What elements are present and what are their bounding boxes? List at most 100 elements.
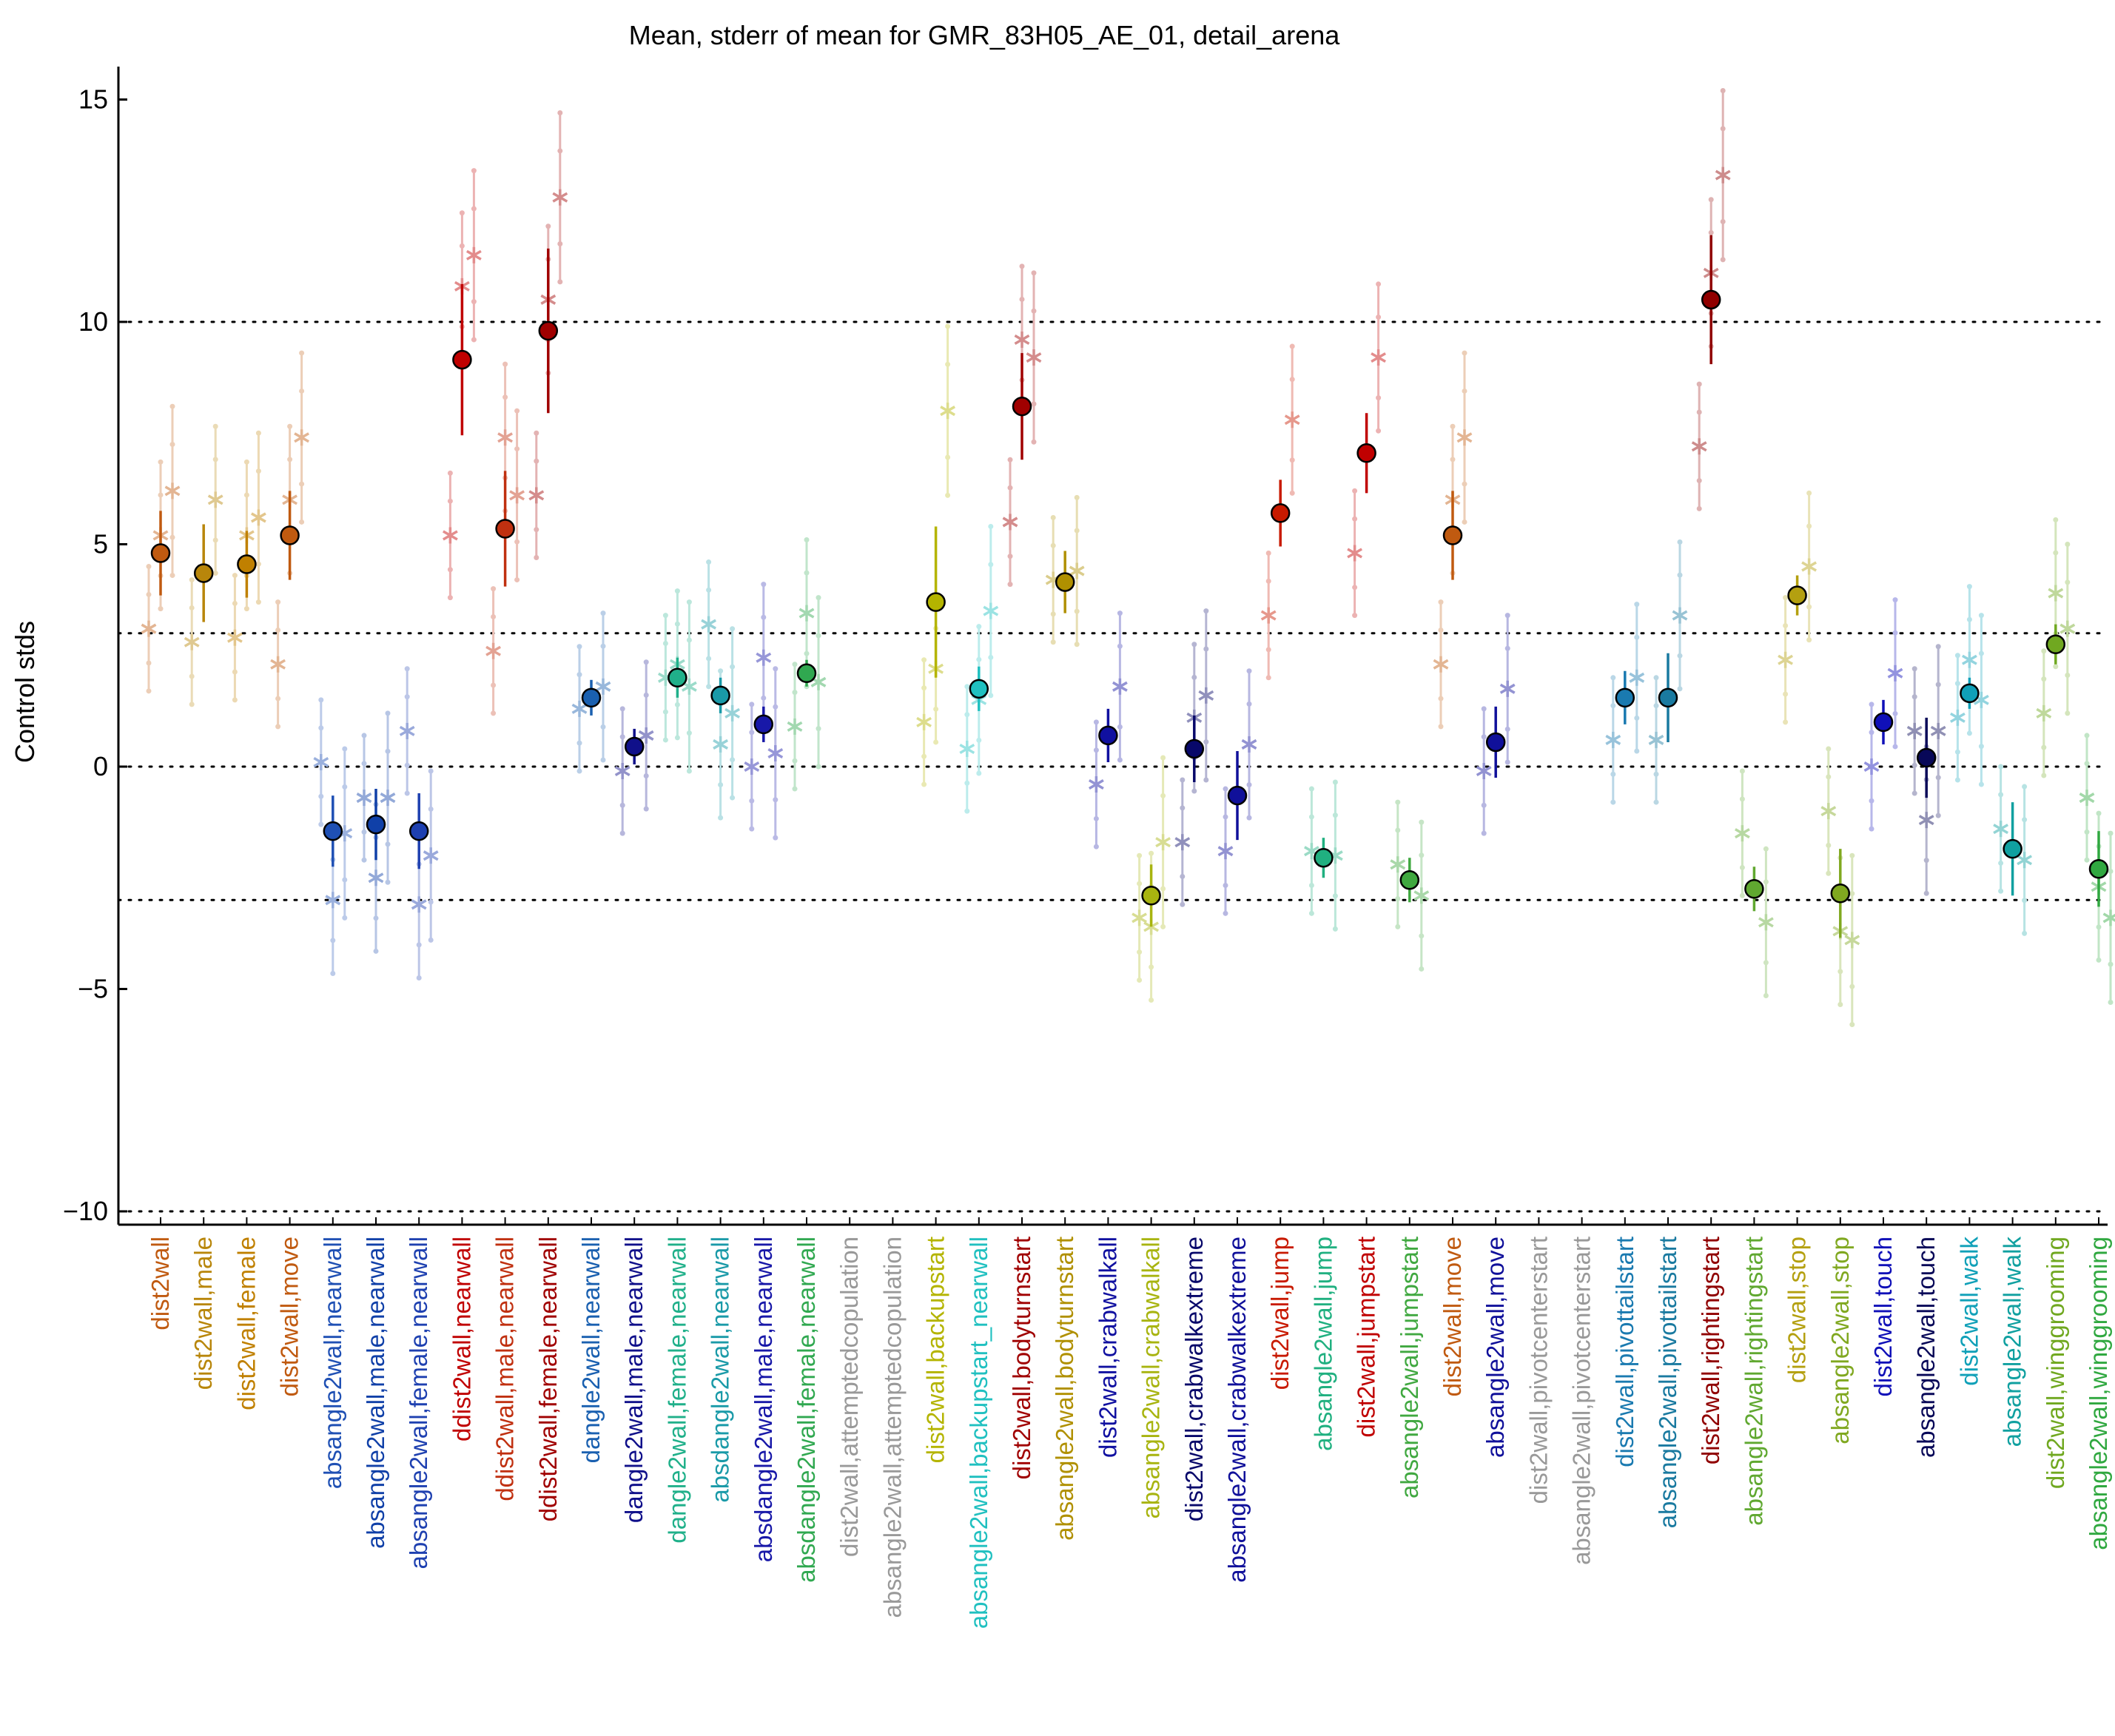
category-label: absangle2wall,winggrooming xyxy=(2085,1237,2112,1550)
sub-whisker-dot xyxy=(514,446,520,452)
sub-whisker-dot xyxy=(1911,666,1917,672)
category-label: absangle2wall,jump xyxy=(1309,1237,1336,1451)
sub-whisker-dot xyxy=(1160,923,1166,929)
sub-whisker-dot xyxy=(1289,457,1295,463)
sub-whisker-dot xyxy=(1708,229,1714,235)
sub-whisker-dot xyxy=(1849,852,1855,858)
sub-whisker-dot xyxy=(287,457,293,462)
sub-whisker-dot xyxy=(1935,644,1941,650)
sub-marker xyxy=(701,619,717,630)
sub-whisker-dot xyxy=(686,768,692,774)
sub-whisker-dot xyxy=(1031,401,1037,407)
sub-whisker-dot xyxy=(1966,616,1972,622)
sub-whisker-dot xyxy=(1998,764,2004,770)
sub-whisker-dot xyxy=(1180,777,1186,783)
sub-marker xyxy=(1390,859,1406,870)
mean-point xyxy=(366,814,386,835)
category-label: absangle2wall,attemptedcopulation xyxy=(878,1237,906,1618)
sub-whisker-dot xyxy=(1677,653,1683,659)
sub-whisker-dot xyxy=(1093,844,1099,850)
sub-whisker-dot xyxy=(706,684,712,690)
sub-marker xyxy=(423,850,439,861)
sub-marker xyxy=(1906,725,1923,736)
sub-marker xyxy=(916,716,932,727)
sub-whisker-dot xyxy=(933,706,939,712)
sub-whisker-dot xyxy=(1191,788,1197,794)
sub-marker xyxy=(1347,548,1363,559)
sub-whisker-dot xyxy=(804,650,810,656)
sub-whisker-dot xyxy=(1289,490,1295,496)
sub-whisker-dot xyxy=(1826,774,1832,780)
sub-whisker-dot xyxy=(1007,554,1013,559)
mean-point xyxy=(668,667,687,688)
sub-whisker-dot xyxy=(1419,852,1425,858)
sub-marker xyxy=(1198,690,1214,701)
sub-whisker-dot xyxy=(1438,627,1444,633)
sub-whisker-dot xyxy=(232,600,238,606)
sub-whisker-dot xyxy=(773,797,779,803)
sub-whisker-dot xyxy=(1935,813,1941,818)
sub-marker xyxy=(1949,712,1966,723)
sub-whisker-dot xyxy=(169,403,175,409)
sub-whisker-dot xyxy=(2065,672,2071,678)
sub-whisker-dot xyxy=(212,571,218,576)
sub-whisker-dot xyxy=(1806,490,1812,496)
sub-whisker-dot xyxy=(718,781,724,787)
sub-whisker-dot xyxy=(1696,381,1702,387)
sub-marker xyxy=(1844,935,1860,946)
sub-whisker-dot xyxy=(1806,523,1812,529)
sub-whisker-dot xyxy=(1007,457,1013,462)
sub-whisker-dot xyxy=(706,559,712,565)
sub-whisker-dot xyxy=(921,753,927,759)
sub-whisker-dot xyxy=(318,725,324,731)
sub-whisker-dot xyxy=(169,534,175,540)
sub-marker xyxy=(380,793,396,804)
mean-point xyxy=(1873,712,1894,733)
sub-whisker-dot xyxy=(964,684,970,690)
sub-whisker-dot xyxy=(1438,599,1444,605)
sub-whisker-dot xyxy=(471,337,477,343)
sub-whisker-dot xyxy=(1203,777,1209,783)
mean-point xyxy=(193,563,214,583)
sub-whisker-dot xyxy=(1376,395,1382,401)
sub-whisker-dot xyxy=(416,942,422,948)
sub-marker xyxy=(713,739,729,750)
sub-whisker-dot xyxy=(1849,1022,1855,1028)
sub-whisker-dot xyxy=(1978,650,1984,656)
sub-whisker-dot xyxy=(988,562,994,568)
sub-whisker-dot xyxy=(1438,696,1444,702)
sub-whisker-dot xyxy=(1783,719,1789,725)
sub-whisker-dot xyxy=(945,361,951,367)
sub-whisker-dot xyxy=(2108,869,2114,875)
sub-whisker-dot xyxy=(299,388,305,394)
sub-whisker-dot xyxy=(643,692,649,698)
sub-whisker-dot xyxy=(330,970,336,976)
sub-whisker-dot xyxy=(373,915,379,921)
sub-whisker-dot xyxy=(1395,895,1401,901)
sub-marker xyxy=(294,432,310,443)
sub-whisker-dot xyxy=(502,394,508,400)
sub-marker xyxy=(1629,672,1645,683)
category-label: absangle2wall,stop xyxy=(1826,1237,1854,1444)
sub-whisker-dot xyxy=(361,733,367,739)
sub-whisker-dot xyxy=(1160,755,1166,761)
sub-marker xyxy=(1014,334,1030,346)
sub-whisker-dot xyxy=(545,223,551,229)
sub-whisker-dot xyxy=(169,573,175,579)
sub-whisker-dot xyxy=(1634,748,1640,754)
sub-marker xyxy=(1217,846,1234,857)
sub-whisker-dot xyxy=(600,643,606,649)
sub-marker xyxy=(595,681,611,692)
sub-whisker-dot xyxy=(189,673,195,679)
sub-whisker-dot xyxy=(2108,961,2114,967)
sub-whisker-dot xyxy=(1419,819,1425,825)
sub-marker xyxy=(983,605,999,616)
sub-whisker-dot xyxy=(1826,870,1832,876)
sub-marker xyxy=(1778,654,1794,665)
sub-whisker-dot xyxy=(1117,757,1123,763)
sub-whisker-dot xyxy=(1007,582,1013,588)
sub-whisker-dot xyxy=(706,587,712,593)
sub-whisker-dot xyxy=(1481,802,1487,808)
sub-marker xyxy=(485,645,502,656)
y-tick-label: −10 xyxy=(63,1196,108,1226)
